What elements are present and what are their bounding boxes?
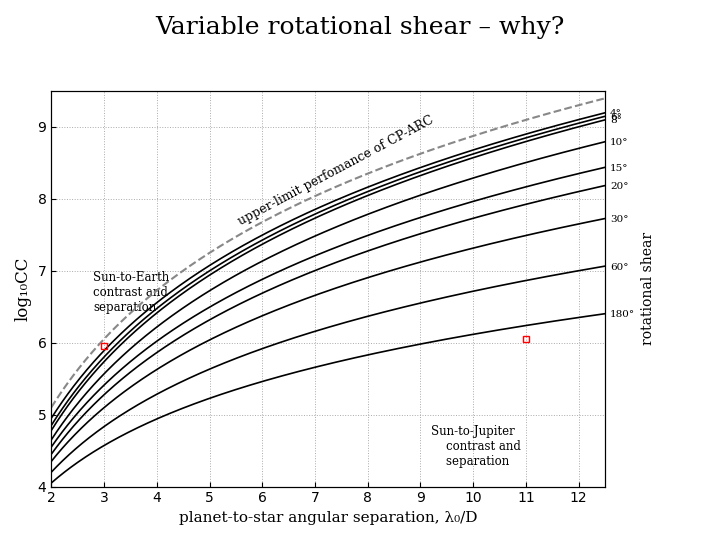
X-axis label: planet-to-star angular separation, λ₀/D: planet-to-star angular separation, λ₀/D xyxy=(179,511,477,525)
Y-axis label: log₁₀CC: log₁₀CC xyxy=(15,256,32,321)
Text: Sun-to-Jupiter
    contrast and
    separation: Sun-to-Jupiter contrast and separation xyxy=(431,426,521,468)
Text: upper-limit perfomance of CP-ARC: upper-limit perfomance of CP-ARC xyxy=(236,113,436,227)
Y-axis label: rotational shear: rotational shear xyxy=(641,232,654,345)
Text: Sun-to-Earth
contrast and
separation: Sun-to-Earth contrast and separation xyxy=(94,271,170,314)
Text: Variable rotational shear – why?: Variable rotational shear – why? xyxy=(156,16,564,39)
